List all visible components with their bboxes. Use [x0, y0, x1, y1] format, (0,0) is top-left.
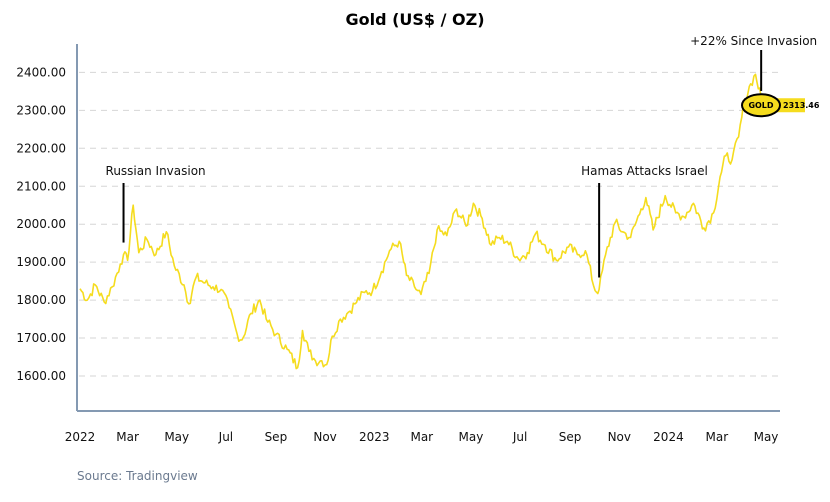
x-tick-label: May — [754, 430, 779, 444]
x-tick-label: 2024 — [653, 430, 684, 444]
grid-lines — [79, 71, 780, 377]
series-line-gold — [79, 73, 762, 370]
y-tick-label: 1900.00 — [16, 255, 66, 269]
price-badge: GOLD 2313.46 — [741, 93, 820, 118]
badge-oval — [741, 93, 781, 118]
y-tick-label: 2000.00 — [16, 217, 66, 231]
x-tick-label: Sep — [559, 430, 582, 444]
x-tick-label: Sep — [265, 430, 288, 444]
y-tick-label: 1600.00 — [16, 369, 66, 383]
badge-label: GOLD — [748, 101, 773, 110]
x-tick-label: Mar — [116, 430, 139, 444]
x-tick-label: May — [459, 430, 484, 444]
x-tick-label: Nov — [608, 430, 631, 444]
badge-value: 2313.46 — [783, 101, 820, 110]
y-tick-label: 1700.00 — [16, 331, 66, 345]
x-axis-ticks: 2022 Mar May Jul Sep Nov 2023 Mar May Jul Sep Nov 20… — [65, 430, 779, 444]
x-tick-label: 2023 — [359, 430, 390, 444]
annotation-label: Russian Invasion — [106, 164, 206, 178]
source-note: Source: Tradingview — [77, 469, 198, 483]
x-tick-label: 2022 — [65, 430, 96, 444]
y-tick-label: 2400.00 — [16, 65, 66, 79]
x-tick-label: Mar — [706, 430, 729, 444]
x-tick-label: May — [164, 430, 189, 444]
x-tick-label: Jul — [512, 430, 527, 444]
y-tick-label: 2200.00 — [16, 141, 66, 155]
x-tick-label: Nov — [313, 430, 336, 444]
y-tick-label: 2100.00 — [16, 179, 66, 193]
x-tick-label: Mar — [410, 430, 433, 444]
annotation-label: Hamas Attacks Israel — [581, 164, 708, 178]
annotations: Russian Invasion Hamas Attacks Israel +22%… — [106, 34, 817, 278]
y-axis-ticks: 1600.00 1700.00 1800.00 1900.00 2000.00 2100.… — [16, 65, 66, 383]
y-tick-label: 1800.00 — [16, 293, 66, 307]
x-tick-label: Jul — [218, 430, 233, 444]
y-tick-label: 2300.00 — [16, 103, 66, 117]
annotation-label: +22% Since Invasion — [690, 34, 817, 48]
series-layer — [79, 73, 762, 370]
chart-title: Gold (US$ / OZ) — [345, 10, 485, 29]
